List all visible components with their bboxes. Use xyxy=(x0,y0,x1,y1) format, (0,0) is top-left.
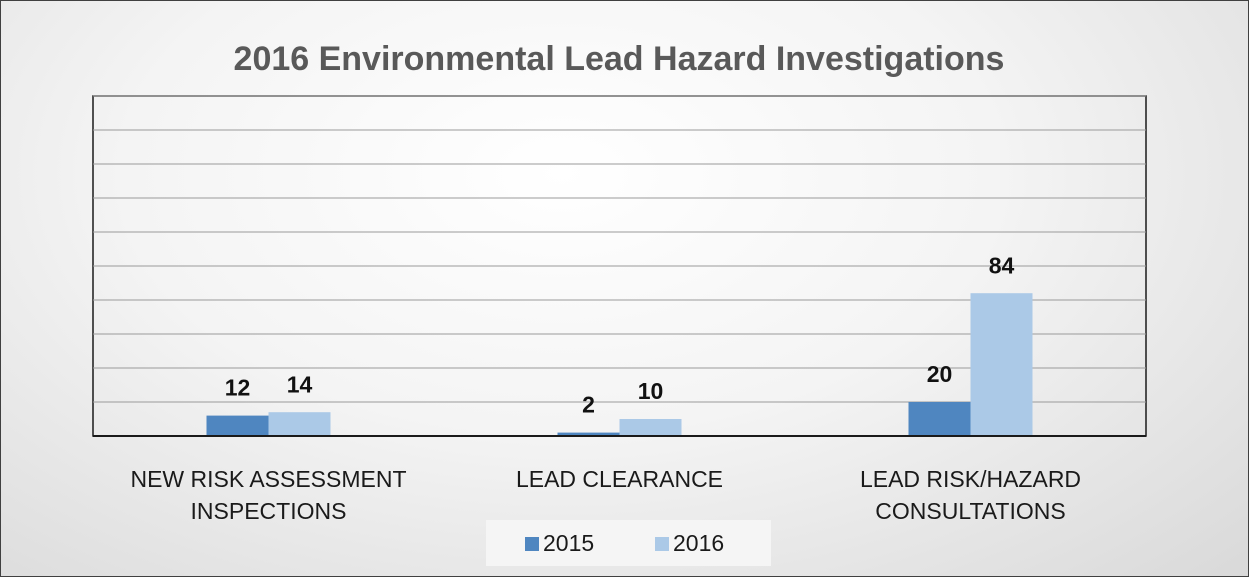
x-tick-label: LEAD RISK/HAZARD CONSULTATIONS xyxy=(859,466,1082,524)
legend-label: 2016 xyxy=(673,530,724,556)
legend-swatch xyxy=(655,537,669,551)
bar xyxy=(557,432,620,436)
bar xyxy=(206,415,269,436)
data-label: 12 xyxy=(225,375,251,401)
chart-title: 2016 Environmental Lead Hazard Investiga… xyxy=(234,40,1005,78)
x-tick-label: NEW RISK ASSESSMENT INSPECTIONS xyxy=(130,466,407,524)
bar xyxy=(268,412,331,436)
data-label: 20 xyxy=(927,361,953,387)
bar xyxy=(619,419,682,436)
bar xyxy=(970,293,1033,436)
bar xyxy=(908,402,971,436)
data-label: 2 xyxy=(582,392,595,418)
data-label: 14 xyxy=(287,371,313,397)
legend-label: 2015 xyxy=(543,530,594,556)
data-label: 10 xyxy=(638,378,664,404)
data-label: 84 xyxy=(989,252,1015,278)
legend-swatch xyxy=(525,537,539,551)
x-tick-label: LEAD CLEARANCE xyxy=(515,466,724,492)
